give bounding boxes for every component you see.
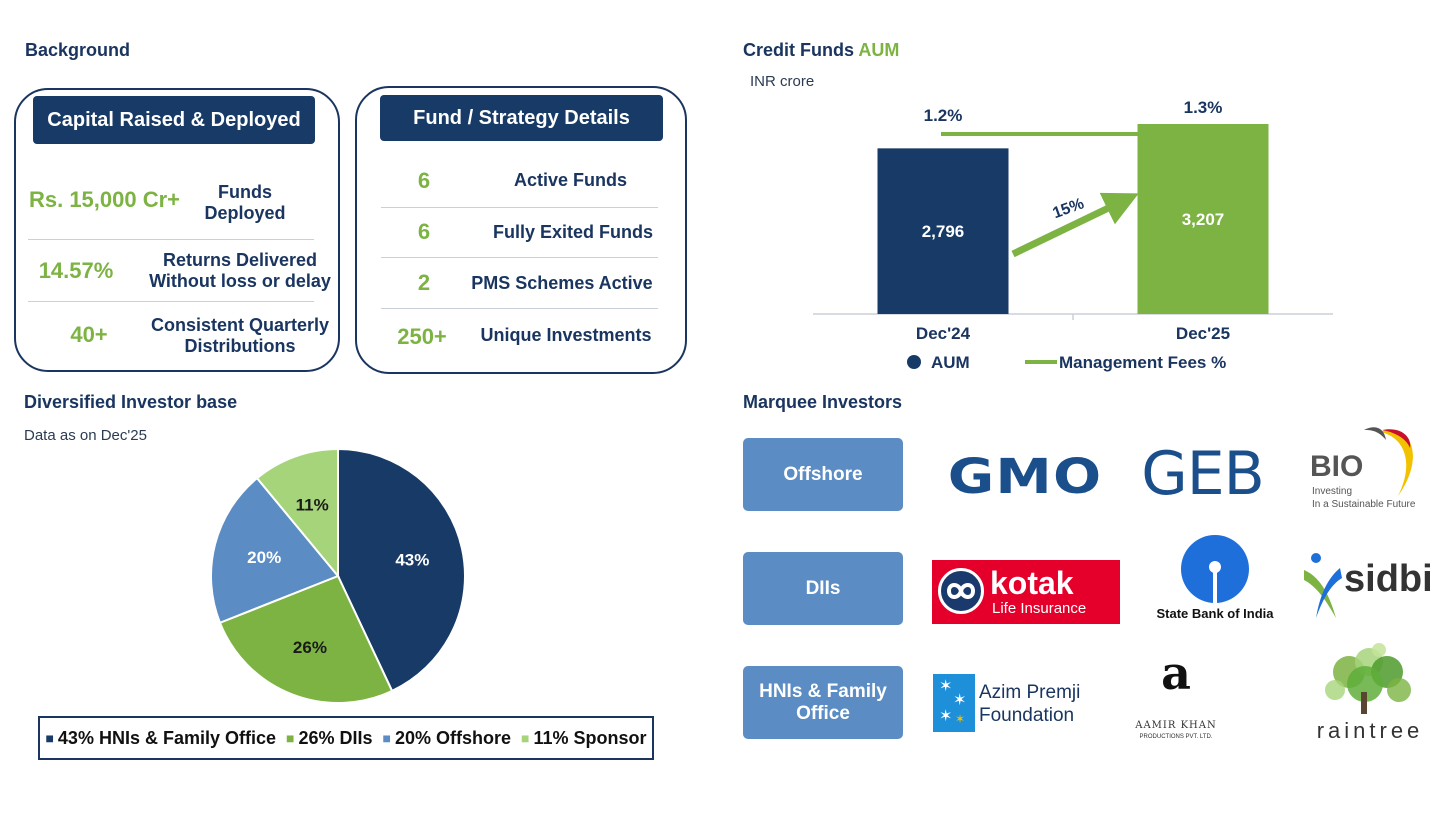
capital-label-2-line1: Returns Delivered	[162, 250, 318, 270]
credit-funds-title: Credit Funds AUM	[743, 40, 899, 61]
legend-aum-marker	[907, 355, 921, 369]
kotak-subtitle: Life Insurance	[992, 600, 1087, 617]
azim-name-2: Foundation	[979, 705, 1075, 726]
pie-label-1: 43%	[395, 550, 429, 569]
legend-item-offshore: 20% Offshore	[394, 727, 512, 748]
aamir-name: AAMIR KHAN	[1135, 720, 1217, 731]
legend-item-sponsor: 11% Sponsor	[533, 727, 647, 748]
fund-label-4: Unique Investments	[480, 325, 652, 345]
divider	[28, 301, 314, 302]
category-offshore: Offshore	[743, 438, 903, 511]
legend-item-diis: 26% DIIs	[298, 727, 373, 748]
legend-marker-hnis: ■	[45, 730, 54, 746]
investor-base-note: Data as on Dec'25	[24, 427, 147, 444]
bio-tagline-2: In a Sustainable Future	[1312, 499, 1416, 510]
marquee-title: Marquee Investors	[743, 392, 903, 412]
capital-value-1: Rs. 15,000 Cr+	[28, 187, 181, 212]
gmo-logo: GMO	[947, 449, 1103, 505]
pie-legend: ■ 43% HNIs & Family Office ■ 26% DIIs ■ …	[38, 716, 654, 760]
background-title: Background	[25, 40, 131, 60]
legend-item-hnis: 43% HNIs & Family Office	[57, 727, 276, 748]
legend-aum-label: AUM	[931, 353, 970, 372]
pie-slice-diis	[218, 574, 394, 704]
capital-label-1-line2: Deployed	[204, 203, 286, 223]
bio-logo: BIO Investing In a Sustainable Future	[1308, 424, 1448, 516]
credit-funds-unit: INR crore	[750, 73, 815, 90]
capital-label-1: Funds Deployed	[185, 182, 305, 224]
divider	[381, 257, 658, 258]
bio-swoosh-icon	[1364, 427, 1413, 496]
category-diis: DIIs	[743, 552, 903, 625]
sidbi-logo: sidbi	[1300, 550, 1445, 620]
aamir-a-mark: a	[1161, 646, 1191, 700]
kotak-infinity-icon	[938, 568, 984, 614]
pie-slice-sponsor	[255, 447, 339, 579]
capital-label-3-line2: Distributions	[184, 336, 296, 356]
legend-fees-label: Management Fees %	[1059, 353, 1226, 372]
growth-arrow	[1011, 192, 1139, 258]
bio-tagline-1: Investing	[1312, 486, 1353, 497]
legend-marker-offshore: ■	[382, 730, 391, 746]
capital-label-1-line1: Funds	[218, 182, 272, 202]
credit-funds-title-main: Credit Funds	[743, 40, 854, 60]
divider	[28, 239, 314, 240]
legend-marker-sponsor: ■	[521, 730, 530, 746]
capital-label-2-line2: Without loss or delay	[149, 271, 331, 291]
fund-label-2: Fully Exited Funds	[492, 222, 653, 242]
sidbi-figure-icon	[1304, 553, 1342, 618]
capital-value-2: 14.57%	[38, 258, 114, 283]
capital-card-header: Capital Raised & Deployed	[33, 96, 315, 144]
fund-label-3: PMS Schemes Active	[471, 273, 653, 293]
azim-stars-icon: ✶ ✶ ✶ ✶	[933, 674, 975, 732]
fund-label-1: Active Funds	[513, 170, 628, 190]
azim-premji-logo: ✶ ✶ ✶ ✶ Azim Premji Foundation	[933, 670, 1085, 734]
sbi-logo: State Bank of India	[1150, 534, 1280, 626]
sbi-keyhole-icon	[1181, 535, 1249, 603]
category-hnis: HNIs & Family Office	[743, 666, 903, 739]
fee-label-1: 1.2%	[924, 106, 963, 125]
aum-bar-2	[1137, 124, 1269, 314]
pie-label-3: 20%	[247, 548, 281, 567]
raintree-canopy-icon	[1325, 643, 1411, 714]
fund-value-3: 2	[417, 270, 431, 295]
pie-label-4: 11%	[296, 495, 329, 514]
capital-label-3-line1: Consistent Quarterly	[150, 315, 330, 335]
geb-logo: GEB	[1141, 439, 1265, 509]
fee-label-2: 1.3%	[1184, 98, 1223, 117]
divider	[381, 207, 658, 208]
investor-pie-chart: 43% 26% 20% 11%	[210, 447, 466, 704]
investor-base-title: Diversified Investor base	[24, 392, 238, 412]
category-label-1: Dec'24	[916, 324, 971, 343]
sidbi-name: sidbi	[1344, 558, 1433, 600]
divider	[381, 308, 658, 309]
pie-slice-offshore	[210, 476, 340, 625]
capital-label-2: Returns Delivered Without loss or delay	[142, 250, 338, 292]
aamir-subtitle: PRODUCTIONS PVT. LTD.	[1139, 734, 1213, 740]
capital-label-3: Consistent Quarterly Distributions	[142, 315, 338, 357]
kotak-name: kotak	[990, 565, 1074, 601]
aum-bar-1	[877, 148, 1009, 314]
aamir-khan-logo: a AAMIR KHAN PRODUCTIONS PVT. LTD.	[1115, 648, 1237, 748]
fund-card-header: Fund / Strategy Details	[380, 95, 663, 141]
capital-value-3: 40+	[70, 322, 108, 347]
fund-value-4: 250+	[397, 324, 447, 349]
aum-bar-label-2: 3,207	[1182, 210, 1225, 229]
fund-value-1: 6	[417, 168, 431, 193]
legend-marker-diis: ■	[286, 730, 295, 746]
pie-legend-row: ■ 43% HNIs & Family Office ■ 26% DIIs ■ …	[40, 718, 652, 758]
pie-label-2: 26%	[293, 638, 327, 657]
aum-bar-label-1: 2,796	[922, 222, 965, 241]
raintree-logo: raintree	[1305, 642, 1435, 743]
fund-value-2: 6	[417, 219, 431, 244]
kotak-logo: kotak Life Insurance	[932, 560, 1120, 624]
azim-name-1: Azim Premji	[979, 682, 1081, 703]
credit-funds-title-accent: AUM	[858, 40, 900, 60]
sbi-name: State Bank of India	[1156, 606, 1274, 621]
raintree-name: raintree	[1316, 718, 1424, 743]
bio-name: BIO	[1310, 450, 1364, 483]
category-label-2: Dec'25	[1176, 324, 1230, 343]
pie-slice-hnis-family-office	[337, 447, 466, 693]
